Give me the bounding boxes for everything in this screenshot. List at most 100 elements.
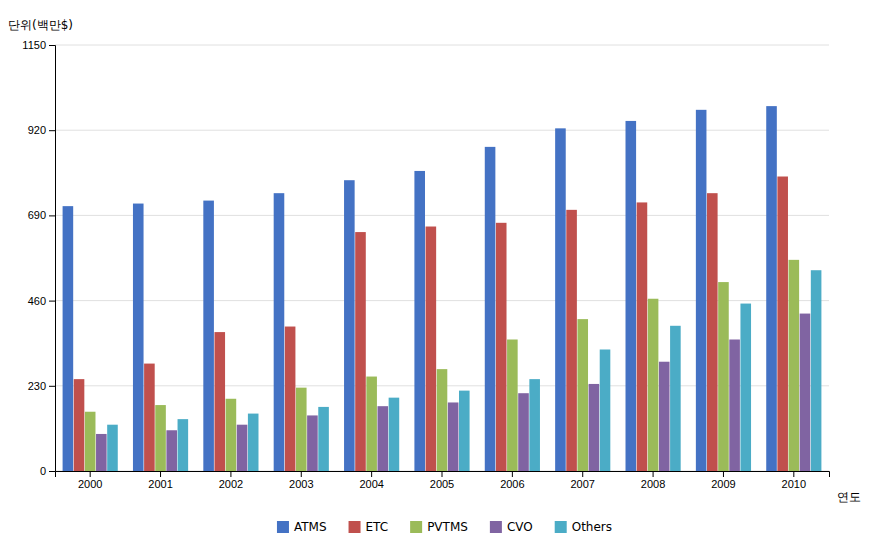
grid-line xyxy=(55,45,829,46)
y-tick: 1150 xyxy=(22,39,55,51)
bar xyxy=(155,405,166,471)
bar xyxy=(555,128,566,471)
bar xyxy=(414,171,425,471)
y-tick: 0 xyxy=(40,465,55,477)
legend-swatch xyxy=(410,521,422,533)
bar-series xyxy=(63,106,777,471)
grid xyxy=(55,45,829,471)
x-tick: 2005 xyxy=(430,471,454,490)
x-axis-line xyxy=(56,472,830,478)
x-tick: 2006 xyxy=(500,471,524,490)
x-tick-label: 2000 xyxy=(78,478,102,490)
x-tick-label: 2008 xyxy=(641,478,665,490)
plot: 2000 2001 2002 2003 2004 2005 2006 2007 2008 2009… xyxy=(22,39,829,490)
legend-label: Others xyxy=(572,520,612,534)
bar xyxy=(318,407,329,471)
bar xyxy=(355,232,366,471)
bar xyxy=(589,384,600,471)
bar xyxy=(777,177,788,471)
bar xyxy=(107,425,118,471)
legend: ATMS ETC PVTMS CVO Others xyxy=(277,520,612,534)
bar xyxy=(214,332,225,471)
x-tick: 2003 xyxy=(289,471,313,490)
bar xyxy=(766,106,777,471)
bar xyxy=(377,406,388,471)
bar xyxy=(600,349,611,471)
y-tick-mark xyxy=(49,45,55,46)
bar xyxy=(344,180,355,471)
x-tick: 2000 xyxy=(78,471,102,490)
x-tick-mark xyxy=(301,471,302,477)
x-tick: 2010 xyxy=(782,471,806,490)
bar xyxy=(226,399,237,471)
y-tick: 920 xyxy=(28,124,55,136)
y-tick: 460 xyxy=(28,295,55,307)
x-tick-label: 2009 xyxy=(711,478,735,490)
legend-label: PVTMS xyxy=(427,520,468,534)
bar xyxy=(274,193,285,471)
x-axis: 2000 2001 2002 2003 2004 2005 2006 2007 2008 2009… xyxy=(56,471,830,490)
x-tick-mark xyxy=(512,471,513,477)
x-tick-mark xyxy=(371,471,372,477)
y-tick-label: 920 xyxy=(28,124,46,136)
x-tick-label: 2006 xyxy=(500,478,524,490)
x-tick-label: 2010 xyxy=(782,478,806,490)
bar-series xyxy=(107,270,821,471)
x-tick: 2001 xyxy=(148,471,172,490)
x-axis-title: 연도 xyxy=(837,490,861,504)
y-tick-label: 460 xyxy=(28,295,46,307)
bar xyxy=(96,434,107,471)
bar xyxy=(448,402,459,471)
bar xyxy=(74,379,85,471)
legend-item: Others xyxy=(555,520,612,534)
legend-label: ATMS xyxy=(294,520,327,534)
x-tick-label: 2005 xyxy=(430,478,454,490)
bar xyxy=(166,430,177,471)
bar xyxy=(507,339,518,471)
bar xyxy=(459,391,470,471)
x-tick-label: 2004 xyxy=(359,478,383,490)
bar xyxy=(203,201,214,471)
x-tick-label: 2007 xyxy=(570,478,594,490)
bar xyxy=(800,314,811,471)
bar xyxy=(496,223,507,471)
chart: 2000 2001 2002 2003 2004 2005 2006 2007 2008 2009… xyxy=(0,0,889,556)
y-tick-label: 230 xyxy=(28,380,46,392)
x-tick-mark xyxy=(442,471,443,477)
y-tick-mark xyxy=(49,130,55,131)
x-tick: 2002 xyxy=(219,471,243,490)
bar xyxy=(144,364,155,471)
bar xyxy=(626,121,637,471)
bar xyxy=(485,147,496,471)
legend-item: CVO xyxy=(490,520,533,534)
bar xyxy=(789,260,800,471)
x-tick: 2009 xyxy=(711,471,735,490)
grid-line xyxy=(55,130,829,131)
x-tick-label: 2002 xyxy=(219,478,243,490)
legend-label: ETC xyxy=(366,520,389,534)
y-tick-mark xyxy=(49,215,55,216)
x-tick: 2007 xyxy=(570,471,594,490)
x-tick-mark xyxy=(793,471,794,477)
legend-item: ETC xyxy=(349,520,389,534)
y-tick-label: 0 xyxy=(40,465,46,477)
legend-swatch xyxy=(555,521,567,533)
y-tick-label: 1150 xyxy=(22,39,46,51)
bar xyxy=(718,282,729,471)
x-tick-label: 2003 xyxy=(289,478,313,490)
x-tick-mark xyxy=(723,471,724,477)
bar xyxy=(85,412,96,471)
bar xyxy=(729,339,740,471)
legend-swatch xyxy=(277,521,289,533)
bar xyxy=(296,388,307,471)
bar xyxy=(366,377,377,471)
bar xyxy=(659,362,670,471)
bar xyxy=(670,326,681,471)
bar xyxy=(529,379,540,471)
x-tick-label: 2001 xyxy=(148,478,172,490)
y-tick-mark xyxy=(49,301,55,302)
bar-series xyxy=(96,314,810,471)
bar xyxy=(648,299,659,471)
bar xyxy=(307,415,318,471)
x-tick: 2004 xyxy=(359,471,383,490)
